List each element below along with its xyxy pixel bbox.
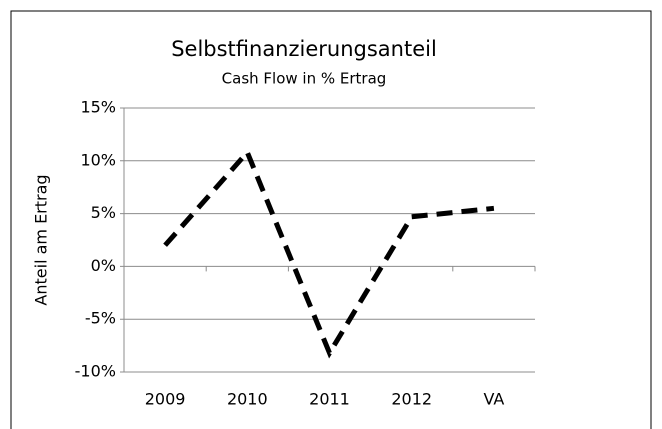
chart-subtitle: Cash Flow in % Ertrag (222, 70, 387, 88)
y-tick-label: 15% (80, 98, 116, 117)
x-tick-label: VA (483, 390, 504, 409)
y-tick-label: 5% (91, 203, 116, 222)
x-tick-label: 2011 (309, 390, 350, 409)
y-tick-label: 10% (80, 150, 116, 169)
chart-title: Selbstfinanzierungsanteil (171, 37, 437, 61)
x-tick-label: 2010 (227, 390, 268, 409)
y-axis-label: Anteil am Ertrag (32, 174, 51, 305)
x-tick-label: 2009 (145, 390, 186, 409)
y-tick-label: -5% (85, 309, 116, 328)
y-tick-label: 0% (91, 256, 116, 275)
y-tick-label: -10% (75, 362, 116, 381)
data-line (163, 147, 495, 359)
x-tick-label: 2012 (391, 390, 432, 409)
chart-frame (10, 10, 652, 429)
